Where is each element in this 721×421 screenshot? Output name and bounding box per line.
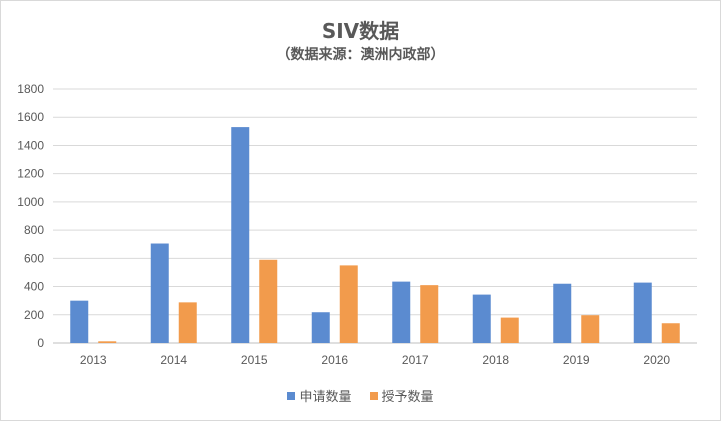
y-tick-label: 600 [24,251,44,265]
y-tick-label: 200 [24,308,44,322]
bar-grants-2014 [178,302,197,343]
bar-applications-2016 [311,312,330,343]
bar-grants-2018 [500,317,519,343]
y-tick-label: 1200 [17,167,44,181]
legend-label-applications: 申请数量 [299,390,352,405]
bar-applications-2018 [472,294,491,343]
bar-applications-2019 [553,283,572,343]
y-tick-label: 800 [24,223,44,237]
bar-grants-2015 [259,259,278,343]
chart-legend: 申请数量 授予数量 [1,386,720,405]
y-tick-label: 400 [24,280,44,294]
chart-subtitle: （数据来源：澳洲内政部） [276,47,445,63]
bar-applications-2020 [633,282,652,343]
x-tick-label: 2017 [402,353,429,367]
legend-item-grants: 授予数量 [369,386,434,405]
x-tick-label: 2018 [482,353,509,367]
x-tick-label: 2016 [321,353,348,367]
bar-applications-2015 [231,127,250,343]
y-tick-label: 1000 [17,195,44,209]
bar-applications-2017 [392,281,411,343]
x-tick-label: 2013 [80,353,107,367]
y-tick-label: 1600 [17,110,44,124]
x-tick-label: 2014 [160,353,187,367]
bar-grants-2020 [661,323,680,343]
bar-grants-2017 [420,285,439,343]
chart-title: SIV数据 [321,19,400,43]
legend-swatch-grants [369,391,378,400]
bar-grants-2019 [581,315,600,343]
x-tick-label: 2020 [643,353,670,367]
y-tick-label: 0 [37,336,44,350]
x-tick-label: 2015 [241,353,268,367]
y-tick-label: 1400 [17,138,44,152]
x-tick-label: 2019 [563,353,590,367]
bar-grants-2016 [339,265,358,343]
bar-applications-2013 [70,300,89,343]
legend-label-grants: 授予数量 [381,390,434,405]
y-tick-label: 1800 [17,82,44,96]
legend-swatch-applications [287,391,296,400]
legend-item-applications: 申请数量 [287,386,352,405]
bar-applications-2014 [150,243,169,343]
bar-grants-2013 [98,341,117,343]
